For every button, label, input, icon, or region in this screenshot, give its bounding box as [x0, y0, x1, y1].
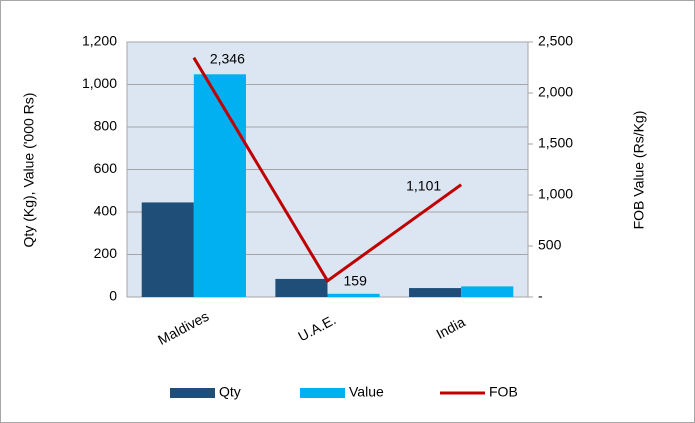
- data-label: 159: [344, 272, 368, 288]
- y-tick-label: 1,200: [82, 33, 117, 49]
- y2-axis-title: FOB Value (Rs/Kg): [631, 111, 647, 230]
- bar: [461, 286, 514, 297]
- data-label: 2,346: [210, 50, 245, 66]
- legend-label: Qty: [219, 384, 241, 400]
- legend-label: FOB: [489, 384, 518, 400]
- legend-swatch: [170, 388, 215, 398]
- bar: [409, 288, 462, 297]
- bar: [193, 74, 246, 297]
- y2-tick-label: 500: [538, 237, 562, 253]
- bar: [141, 202, 194, 297]
- y-tick-label: 0: [109, 288, 117, 304]
- bar: [275, 278, 328, 297]
- bar: [327, 293, 380, 297]
- y2-tick-label: 2,500: [538, 33, 573, 49]
- y2-tick-label: -: [538, 288, 543, 304]
- y2-tick-label: 1,500: [538, 135, 573, 151]
- data-label: 1,101: [406, 177, 441, 193]
- y-tick-label: 1,000: [82, 75, 117, 91]
- y-axis-title: Qty (Kg), Value ('000 Rs): [21, 93, 37, 248]
- y-tick-label: 800: [94, 118, 118, 134]
- legend-swatch: [300, 388, 345, 398]
- y2-tick-label: 1,000: [538, 186, 573, 202]
- legend-label: Value: [349, 384, 384, 400]
- y-tick-label: 200: [94, 245, 118, 261]
- fob-line: [192, 56, 463, 283]
- y-tick-label: 400: [94, 203, 118, 219]
- y2-tick-label: 2,000: [538, 84, 573, 100]
- y-tick-label: 600: [94, 160, 118, 176]
